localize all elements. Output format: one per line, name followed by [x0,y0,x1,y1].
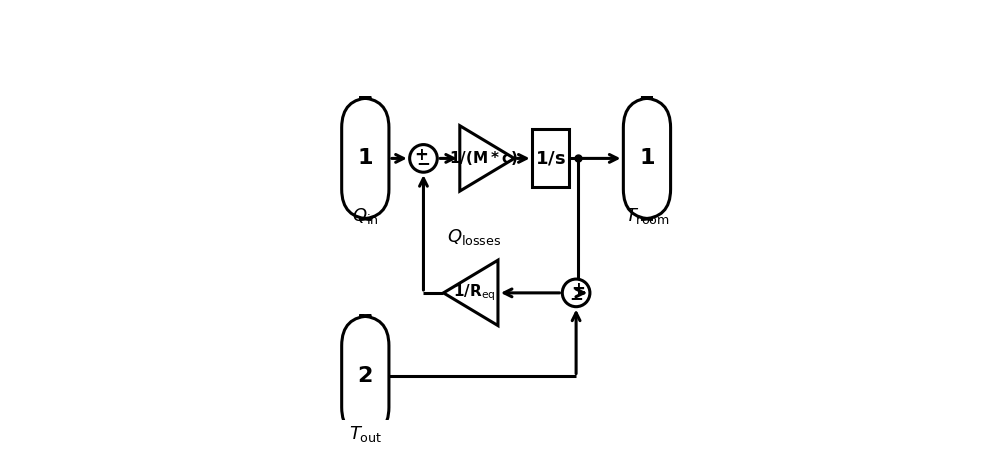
FancyBboxPatch shape [342,316,389,437]
FancyBboxPatch shape [623,98,671,219]
Text: $T_{\mathrm{out}}$: $T_{\mathrm{out}}$ [349,424,382,444]
Text: +: + [414,146,428,164]
Text: −: − [417,154,430,172]
Text: +: + [571,280,585,298]
Text: 2: 2 [358,366,373,387]
Text: $T_{\mathrm{room}}$: $T_{\mathrm{room}}$ [625,206,669,226]
Polygon shape [460,126,514,191]
Text: −: − [569,289,583,307]
Circle shape [562,279,590,307]
Text: $\mathbf{1/(M*c)}$: $\mathbf{1/(M*c)}$ [449,150,518,168]
Text: $Q_{\mathrm{losses}}$: $Q_{\mathrm{losses}}$ [447,228,501,247]
Text: 1: 1 [639,148,655,169]
Text: 1: 1 [358,148,373,169]
Polygon shape [443,260,498,326]
FancyBboxPatch shape [342,98,389,219]
Text: $\mathbf{1/R_{\mathrm{eq}}}$: $\mathbf{1/R_{\mathrm{eq}}}$ [453,283,496,303]
Bar [532,129,569,187]
Text: $\mathbf{1/s}$: $\mathbf{1/s}$ [535,150,566,168]
Text: $Q_{\mathrm{in}}$: $Q_{\mathrm{in}}$ [352,206,379,226]
Circle shape [410,144,437,172]
